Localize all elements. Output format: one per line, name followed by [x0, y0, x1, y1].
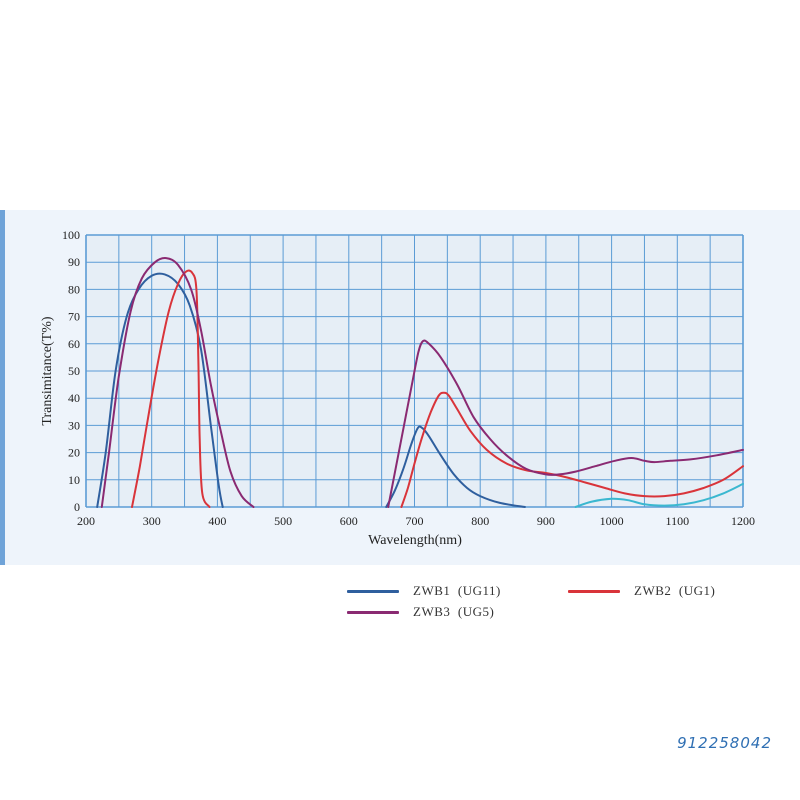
y-tick-label: 0: [74, 500, 80, 514]
x-tick-label: 900: [537, 514, 555, 528]
legend-label-zwb2: ZWB2 (UG1): [634, 583, 716, 598]
legend-label-zwb3: ZWB3 (UG5): [413, 604, 495, 619]
x-axis-label: Wavelength(nm): [368, 533, 462, 548]
series-line-1-segment-1: [400, 391, 744, 508]
x-tick-label: 700: [406, 514, 424, 528]
series-line-0-segment-0: [96, 272, 224, 508]
y-tick-label: 80: [68, 282, 80, 296]
series-line-2-segment-1: [387, 339, 744, 508]
legend-swatch-zwb3: [347, 610, 399, 614]
series-line-3-segment-0: [574, 482, 744, 508]
series-line-1-segment-0: [131, 269, 211, 508]
y-tick-labels: 0 10 20 30 40 50 60 70 80 90 100: [62, 228, 80, 514]
y-axis-label: Transimitance(T%): [40, 316, 55, 425]
y-tick-label: 50: [68, 364, 80, 378]
series-line-0-segment-1: [385, 425, 526, 508]
x-tick-label: 400: [208, 514, 226, 528]
x-tick-label: 500: [274, 514, 292, 528]
y-tick-label: 60: [68, 337, 80, 351]
x-tick-label: 200: [77, 514, 95, 528]
y-tick-label: 100: [62, 228, 80, 242]
x-tick-label: 1200: [731, 514, 755, 528]
series-layer: [96, 257, 744, 508]
legend-swatch-zwb2: [568, 589, 620, 593]
legend-label-zwb1: ZWB1 (UG11): [413, 583, 501, 598]
series-line-2-segment-0: [100, 257, 255, 508]
transmittance-chart: 200 300 400 500 600 700 800 900 1000 1100 1200 0 10…: [40, 228, 755, 548]
y-tick-label: 90: [68, 255, 80, 269]
y-tick-label: 70: [68, 310, 80, 324]
y-tick-label: 20: [68, 446, 80, 460]
y-tick-label: 10: [68, 473, 80, 487]
x-tick-label: 300: [143, 514, 161, 528]
legend-item-zwb3: ZWB3 (UG5): [347, 604, 494, 620]
chart-panel: 200 300 400 500 600 700 800 900 1000 1100 1200 0 10…: [0, 210, 800, 565]
x-tick-label: 800: [471, 514, 489, 528]
x-tick-label: 600: [340, 514, 358, 528]
x-tick-label: 1100: [666, 514, 690, 528]
y-tick-label: 30: [68, 418, 80, 432]
watermark-id: 912258042: [677, 734, 772, 752]
legend-swatch-zwb1: [347, 589, 399, 593]
legend-item-zwb2: ZWB2 (UG1): [568, 583, 715, 599]
legend-item-zwb1: ZWB1 (UG11): [347, 583, 501, 599]
x-tick-labels: 200 300 400 500 600 700 800 900 1000 1100 1200: [77, 514, 755, 528]
x-tick-label: 1000: [600, 514, 624, 528]
y-tick-label: 40: [68, 391, 80, 405]
